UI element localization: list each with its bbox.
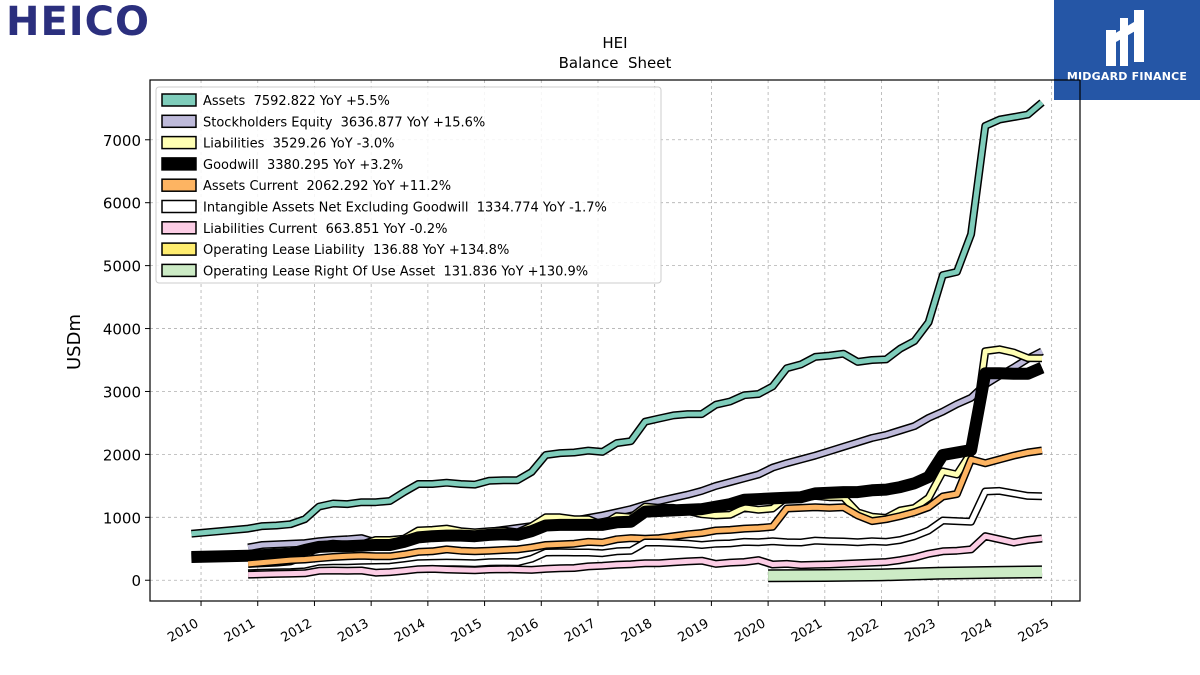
x-tick-label-10: 2020 xyxy=(732,616,768,646)
y-tick-label-1: 1000 xyxy=(103,509,141,527)
x-tick-label-13: 2023 xyxy=(902,616,938,646)
heico-logo: HEICO xyxy=(6,0,151,45)
series-0 xyxy=(191,99,1045,538)
x-tick-label-15: 2025 xyxy=(1016,616,1052,646)
legend-label-2: Liabilities 3529.26 YoY -3.0% xyxy=(203,137,395,152)
x-tick-label-5: 2015 xyxy=(449,616,485,646)
legend-label-3: Goodwill 3380.295 YoY +3.2% xyxy=(203,158,403,173)
legend-swatch-3 xyxy=(161,157,197,171)
x-tick-label-4: 2014 xyxy=(392,616,428,646)
legend-swatch-5 xyxy=(161,199,197,214)
legend-entry-6: Liabilities Current 663.851 YoY -0.2% xyxy=(161,221,447,237)
series-line-3 xyxy=(191,363,1044,562)
legend-swatch-7 xyxy=(161,242,197,256)
legend-label-8: Operating Lease Right Of Use Asset 131.8… xyxy=(203,264,588,279)
legend-entry-3: Goodwill 3380.295 YoY +3.2% xyxy=(161,157,403,173)
legend-swatch-2 xyxy=(161,135,197,150)
x-tick-label-12: 2022 xyxy=(846,616,882,646)
series-lines xyxy=(191,99,1045,583)
y-axis-ticks: 0 1000 2000 3000 4000 5000 6000 7000 xyxy=(103,132,150,590)
series-8 xyxy=(768,565,1043,583)
legend-swatch-8 xyxy=(161,263,197,278)
midgard-logo-icon xyxy=(1106,10,1144,66)
series-line-6 xyxy=(248,533,1043,578)
legend-box xyxy=(155,86,662,284)
y-tick-label-2: 2000 xyxy=(103,446,141,464)
series-6 xyxy=(248,532,1043,579)
legend-label-1: Stockholders Equity 3636.877 YoY +15.6% xyxy=(203,115,485,130)
legend-entry-0: Assets 7592.822 YoY +5.5% xyxy=(161,93,390,109)
x-tick-label-7: 2017 xyxy=(562,616,598,646)
x-tick-label-8: 2018 xyxy=(619,616,655,646)
y-tick-label-4: 4000 xyxy=(103,321,141,339)
legend: Assets 7592.822 YoY +5.5% Stockholders Eq… xyxy=(155,86,662,284)
midgard-finance-logo: MIDGARD FINANCE xyxy=(1054,0,1200,100)
y-tick-label-5: 5000 xyxy=(103,258,141,276)
series-line-8 xyxy=(768,566,1043,581)
legend-swatch-6 xyxy=(161,221,197,235)
x-tick-label-9: 2019 xyxy=(676,616,712,646)
chart-subtitle: Balance Sheet xyxy=(559,54,672,72)
y-axis-label: USDm xyxy=(64,314,85,370)
y-tick-label-3: 3000 xyxy=(103,383,141,401)
x-tick-label-11: 2021 xyxy=(789,616,825,646)
x-tick-label-1: 2011 xyxy=(222,616,258,646)
x-tick-label-0: 2010 xyxy=(165,616,201,646)
series-line-0 xyxy=(191,100,1044,537)
plot-frame xyxy=(149,79,1081,602)
series-3 xyxy=(191,362,1045,563)
chart-title: HEI xyxy=(602,34,627,52)
legend-swatch-4 xyxy=(161,178,197,192)
legend-entry-8: Operating Lease Right Of Use Asset 131.8… xyxy=(161,263,588,279)
legend-label-4: Assets Current 2062.292 YoY +11.2% xyxy=(203,179,451,194)
midgard-finance-label: MIDGARD FINANCE xyxy=(1066,70,1188,83)
legend-entry-4: Assets Current 2062.292 YoY +11.2% xyxy=(161,178,451,194)
series-outline-3 xyxy=(191,362,1045,563)
x-axis-ticks: 2010 2011 2012 2013 2014 2015 2016 2017 2018 2019… xyxy=(165,601,1053,646)
y-tick-label-7: 7000 xyxy=(103,132,141,150)
legend-label-7: Operating Lease Liability 136.88 YoY +13… xyxy=(203,243,509,258)
series-line-5 xyxy=(247,488,1043,576)
legend-swatch-0 xyxy=(161,93,197,107)
y-tick-label-0: 0 xyxy=(131,572,141,590)
y-tick-label-6: 6000 xyxy=(103,195,141,213)
legend-entry-2: Liabilities 3529.26 YoY -3.0% xyxy=(161,135,395,152)
legend-label-0: Assets 7592.822 YoY +5.5% xyxy=(203,94,390,109)
legend-entry-7: Operating Lease Liability 136.88 YoY +13… xyxy=(161,242,509,258)
x-tick-label-3: 2013 xyxy=(335,616,371,646)
x-tick-label-14: 2024 xyxy=(959,616,995,646)
series-5 xyxy=(247,486,1043,578)
legend-label-5: Intangible Assets Net Excluding Goodwill… xyxy=(203,201,607,216)
legend-entry-1: Stockholders Equity 3636.877 YoY +15.6% xyxy=(161,114,485,130)
legend-swatch-1 xyxy=(161,114,197,129)
legend-entry-5: Intangible Assets Net Excluding Goodwill… xyxy=(161,199,607,216)
x-tick-label-6: 2016 xyxy=(505,616,541,646)
legend-label-6: Liabilities Current 663.851 YoY -0.2% xyxy=(203,222,447,237)
x-tick-label-2: 2012 xyxy=(279,616,315,646)
